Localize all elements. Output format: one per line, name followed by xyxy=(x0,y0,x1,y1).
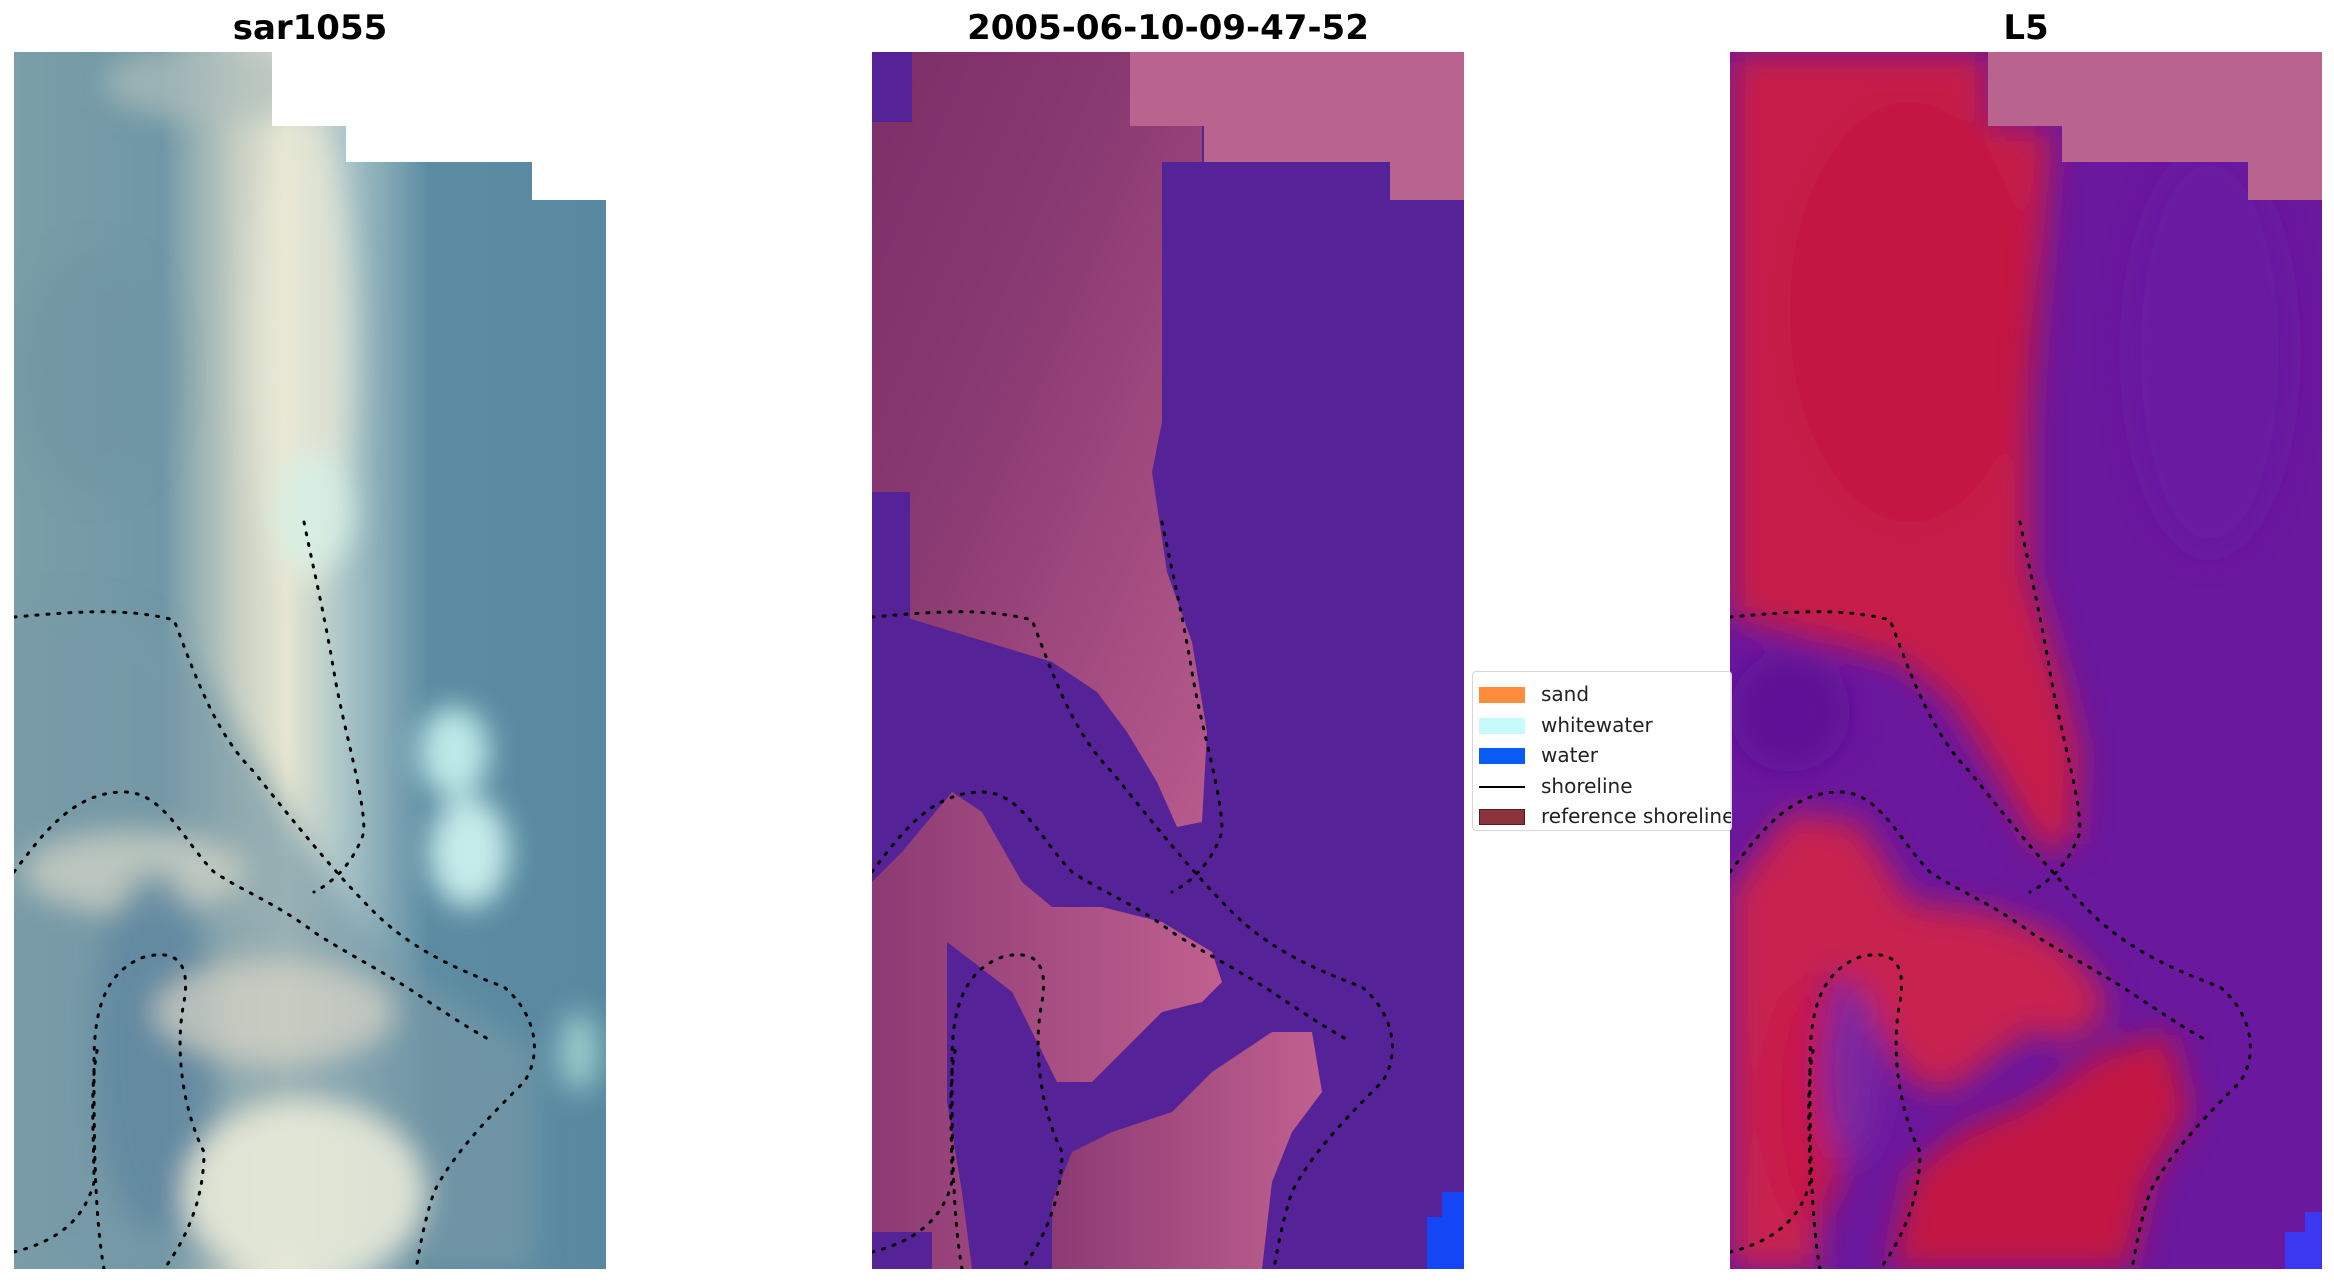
legend-label: whitewater xyxy=(1541,712,1653,737)
legend-item-sand: sand xyxy=(1473,678,1731,709)
legend-item-water: water xyxy=(1473,739,1731,770)
legend-swatch xyxy=(1479,809,1525,825)
mndwi-image xyxy=(1730,52,2322,1269)
legend: sand whitewater water shoreline referenc… xyxy=(1472,671,1732,831)
legend-swatch xyxy=(1479,717,1525,734)
legend-label: reference shoreline xyxy=(1541,804,1732,828)
legend-label: water xyxy=(1541,743,1598,767)
panel-title: sar1055 xyxy=(232,8,388,48)
rgb-satellite-image xyxy=(14,52,606,1269)
legend-item-shoreline: shoreline xyxy=(1473,770,1731,801)
legend-item-whitewater: whitewater xyxy=(1473,709,1731,740)
rgb-panel: sar1055 xyxy=(14,0,606,1283)
legend-swatch xyxy=(1479,687,1525,703)
legend-label: sand xyxy=(1541,682,1590,706)
legend-item-reference-shoreline: reference shoreline xyxy=(1473,800,1732,830)
panel-title: 2005-06-10-09-47-52 xyxy=(967,8,1369,48)
panel-title: L5 xyxy=(2003,8,2049,48)
classified-panel: 2005-06-10-09-47-52 xyxy=(872,0,1464,1283)
mndwi-panel: L5 xyxy=(1730,0,2322,1283)
legend-label: shoreline xyxy=(1541,773,1633,798)
classified-image xyxy=(872,52,1464,1269)
legend-swatch xyxy=(1479,748,1525,764)
legend-line xyxy=(1479,785,1525,788)
